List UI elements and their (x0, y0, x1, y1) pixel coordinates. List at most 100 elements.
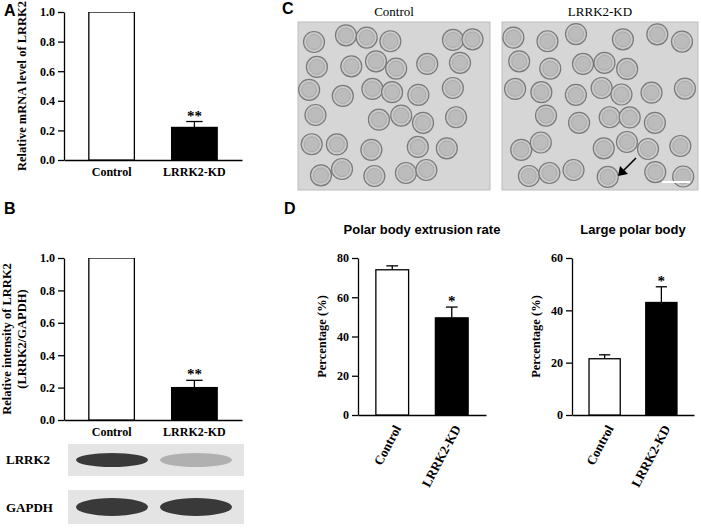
y-tick-label: 0.8 (40, 35, 55, 49)
x-tick-label: LRRK2-KD (163, 425, 226, 439)
oocyte-inner (307, 35, 322, 50)
oocyte (645, 162, 666, 183)
y-tick-label: 0.0 (40, 413, 55, 427)
oocyte-inner (398, 166, 413, 181)
bar (89, 258, 135, 420)
oocyte-inner (615, 32, 630, 47)
oocyte (612, 29, 633, 50)
oocyte (673, 166, 694, 187)
y-tick: 60 (337, 291, 358, 305)
y-tick-mark (58, 41, 64, 42)
oocyte (442, 29, 463, 50)
oocyte-inner (594, 81, 609, 96)
y-tick-label: 20 (551, 356, 563, 370)
chart-title: Large polar body (580, 222, 686, 237)
oocyte (299, 79, 320, 100)
y-tick: 20 (337, 369, 358, 383)
bar (376, 270, 409, 415)
plot-marks (376, 266, 468, 415)
y-tick: 0.6 (40, 65, 64, 79)
y-tick: 1.0 (40, 251, 64, 265)
arrow (622, 158, 636, 172)
oocyte-inner (674, 34, 689, 49)
oocyte (341, 56, 362, 77)
oocyte (563, 160, 584, 181)
oocyte (335, 25, 356, 46)
oocyte-inner (359, 30, 374, 45)
oocyte (416, 160, 437, 181)
oocyte-inner (335, 162, 350, 177)
panel-label: D (284, 200, 296, 217)
oocyte-inner (335, 88, 350, 103)
oocyte (647, 24, 668, 45)
oocyte-inner (644, 85, 659, 100)
y-tick: 80 (337, 251, 358, 265)
error-cap (599, 354, 610, 355)
oocyte-inner (533, 135, 548, 150)
x-axis: ControlLRRK2-KD (65, 420, 243, 439)
oocyte (565, 24, 586, 45)
figure-svg: 0.00.20.40.60.81.0ControlLRRK2-KD**Relat… (0, 0, 701, 529)
oocyte-inner (619, 135, 634, 150)
oocyte (361, 139, 382, 160)
oocyte-inner (677, 81, 692, 96)
y-tick-mark (566, 363, 572, 364)
chart-panel: 0.00.20.40.60.81.0ControlLRRK2-KD**Relat… (0, 251, 243, 438)
oocyte-inner (419, 163, 434, 178)
y-tick: 20 (551, 356, 572, 370)
oocyte (619, 107, 640, 128)
y-tick-mark (352, 297, 358, 298)
x-tick: LRRK2-KD (163, 420, 226, 439)
image-title: Control (374, 4, 414, 19)
oocyte (332, 85, 353, 106)
y-tick: 0.8 (40, 284, 64, 298)
oocyte-inner (543, 61, 558, 76)
y-tick-label: 0.0 (40, 153, 55, 167)
y-axis: 0.00.20.40.60.81.0 (40, 5, 65, 167)
oocyte (408, 84, 429, 105)
oocyte (616, 132, 637, 153)
oocyte-inner (641, 141, 656, 156)
chart-panel: 020406080ControlLRRK2-KD*Polar body extr… (315, 222, 500, 490)
y-tick-mark (58, 130, 64, 131)
y-tick-mark (352, 336, 358, 337)
y-tick-mark (58, 387, 64, 388)
oocyte-inner (465, 32, 480, 47)
oocyte-inner (521, 168, 536, 183)
x-tick: Control (583, 415, 617, 468)
oocyte (326, 134, 347, 155)
y-tick-label: 0.4 (40, 349, 55, 363)
figure: 0.00.20.40.60.81.0ControlLRRK2-KD**Relat… (0, 0, 701, 529)
y-tick-label: 40 (551, 304, 563, 318)
x-tick: LRRK2-KD (628, 415, 673, 490)
oocyte (593, 138, 614, 159)
micrograph (298, 22, 490, 190)
oocyte (569, 112, 590, 133)
oocyte (365, 51, 386, 72)
y-tick-mark (352, 376, 358, 377)
oocyte (382, 82, 403, 103)
oocyte-inner (344, 59, 359, 74)
oocyte-inner (411, 87, 426, 102)
oocyte-inner (302, 82, 317, 97)
bar (646, 302, 677, 415)
oocyte (442, 78, 463, 99)
oocyte-inner (512, 54, 527, 69)
y-tick-label: 0.2 (40, 381, 55, 395)
y-tick-label: 1.0 (40, 251, 55, 265)
oocyte-inner (614, 87, 629, 102)
oocyte-inner (439, 141, 454, 156)
x-axis-line (573, 415, 695, 416)
bar (589, 359, 620, 415)
plot-marks (589, 287, 677, 415)
y-tick: 0 (557, 408, 572, 422)
oocyte-inner (309, 59, 324, 74)
y-tick-label: 0.8 (40, 284, 55, 298)
oocyte-inner (622, 110, 637, 125)
blot-band (160, 453, 232, 467)
oocyte (310, 165, 331, 186)
oocyte-inner (597, 55, 612, 70)
blot-band (76, 453, 148, 467)
chart-title: Polar body extrusion rate (344, 222, 501, 237)
significance: * (448, 293, 456, 309)
